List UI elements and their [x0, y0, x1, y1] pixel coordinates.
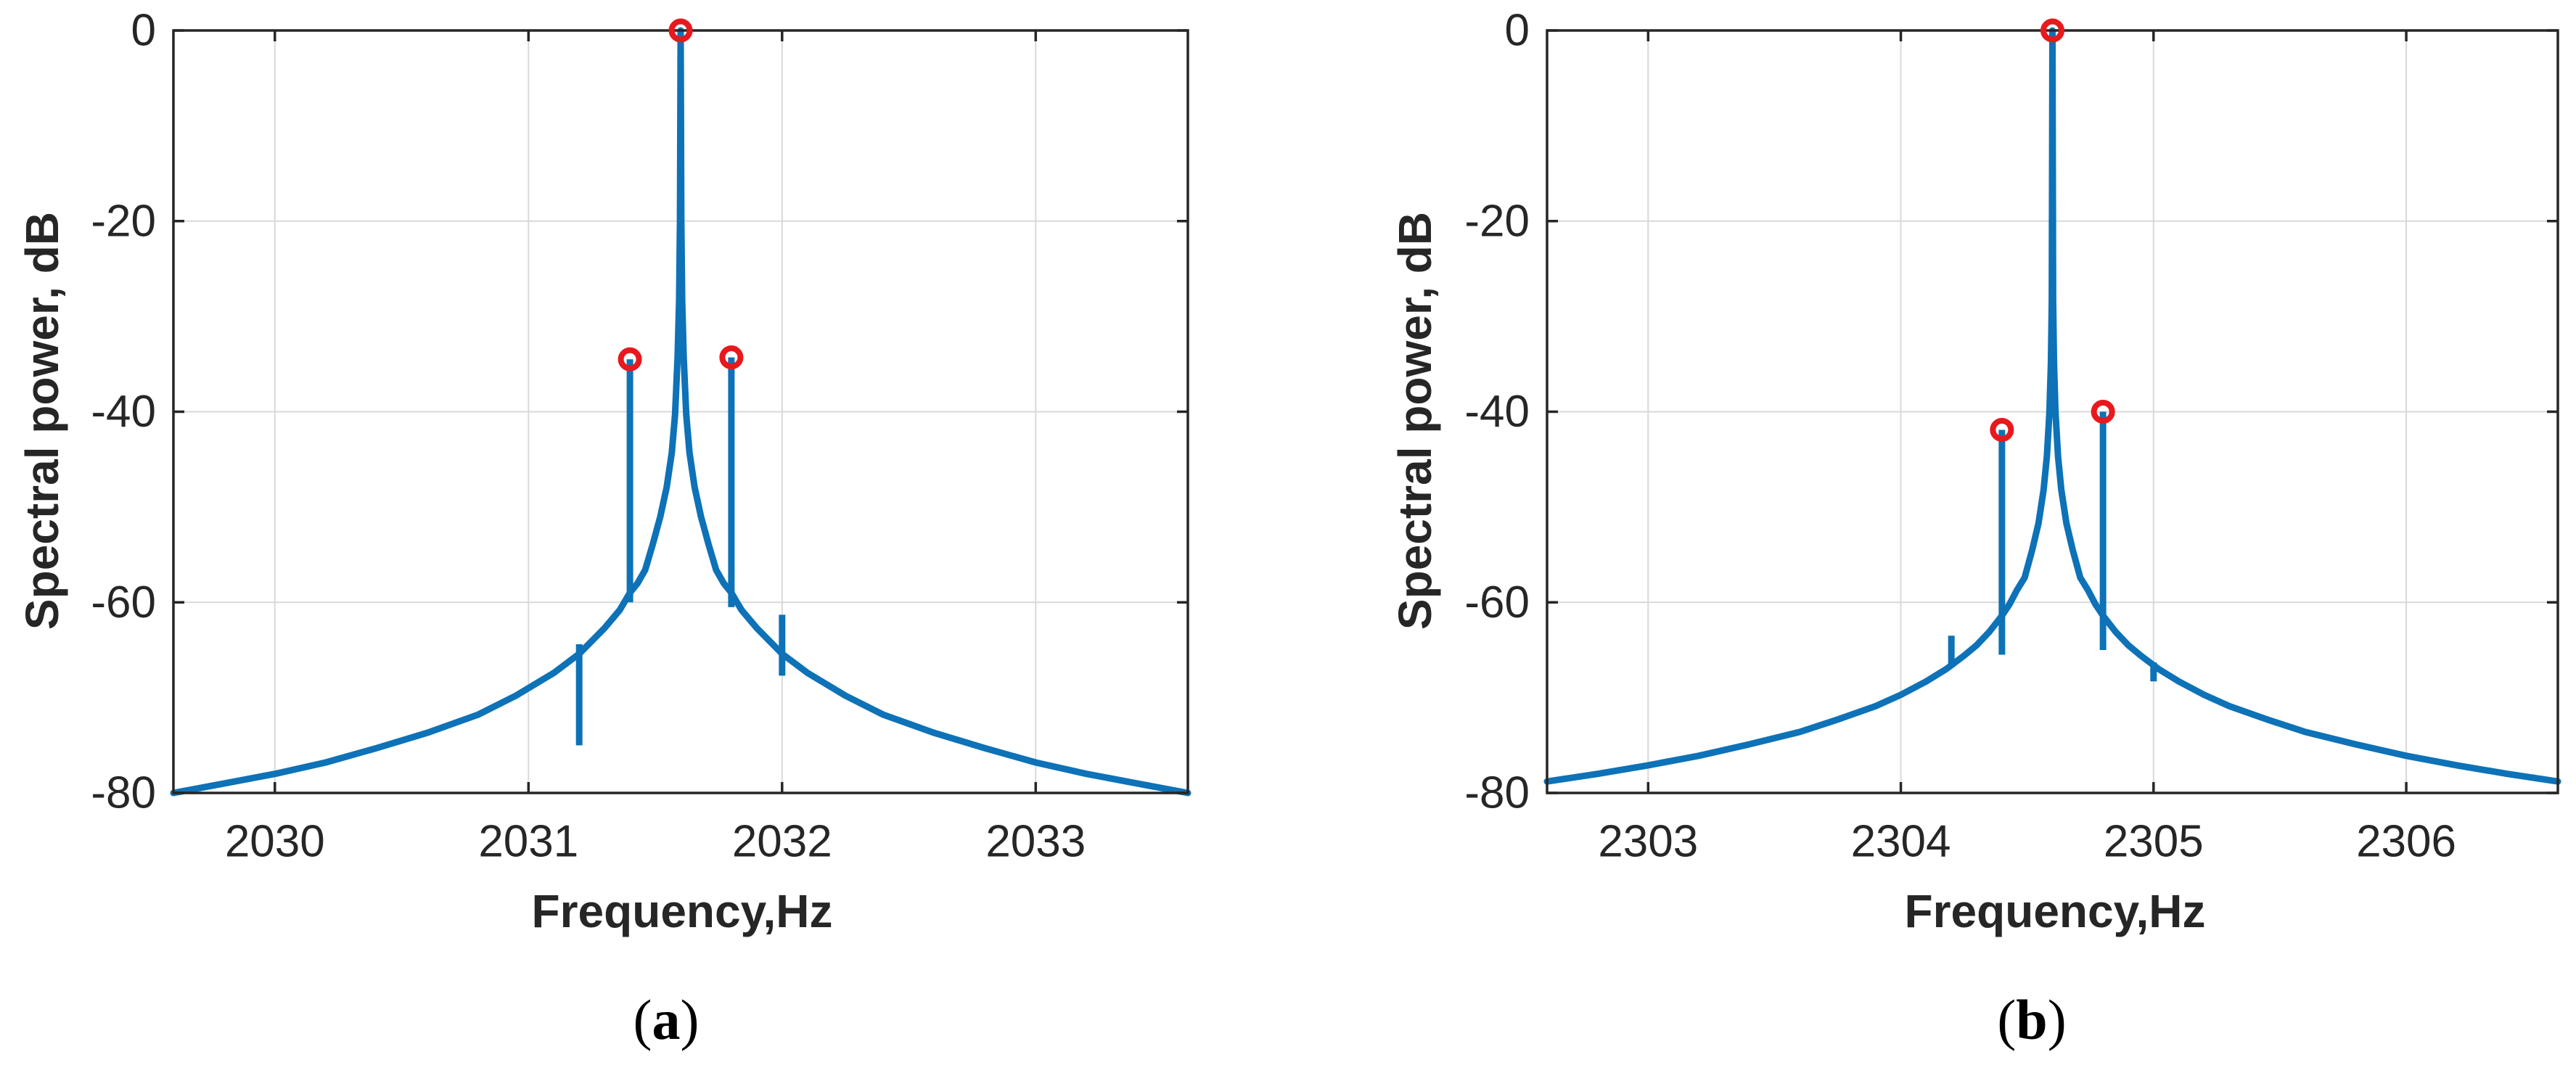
caption-b-open: ( [1997, 988, 2017, 1051]
tick-marks-b [1547, 29, 2558, 794]
y-tick-label-a: -80 [91, 768, 156, 818]
x-axis-label-a: Frequency,Hz [531, 885, 833, 937]
x-tick-label-b: 2303 [1598, 817, 1698, 867]
x-tick-label-b: 2306 [2356, 817, 2456, 867]
x-tick-label-a: 2030 [225, 817, 325, 867]
peak-marker-a-2 [618, 347, 642, 371]
caption-a-open: ( [633, 988, 652, 1051]
y-axis-label-a: Spectral power, dB [16, 211, 68, 630]
caption-b: (b) [1997, 987, 2066, 1053]
y-axis-label-b: Spectral power, dB [1389, 211, 1441, 630]
y-tick-label-a: -40 [91, 387, 156, 437]
x-axis-label-b: Frequency,Hz [1904, 885, 2206, 937]
y-tick-label-a: -20 [91, 196, 156, 246]
x-tick-label-a: 2033 [985, 817, 1086, 867]
caption-a-close: ) [680, 988, 700, 1051]
x-tick-label-b: 2305 [2104, 817, 2204, 867]
caption-a-letter: a [652, 988, 681, 1051]
y-tick-label-b: -80 [1464, 768, 1530, 818]
panel-a-plot: 2030 2031 2032 2033 0 -20 -40 -60 -80 [91, 6, 1191, 867]
caption-b-close: ) [2047, 988, 2067, 1051]
y-tick-label-a: 0 [131, 6, 156, 56]
peak-marker-b-2 [1990, 417, 2014, 442]
peak-marker-b-1 [2040, 18, 2064, 43]
peak-marker-a-1 [668, 18, 693, 43]
panel-b-plot: 2303 2304 2305 2306 0 -20 -40 -60 -80 [1464, 6, 2561, 867]
x-tick-label-a: 2031 [478, 817, 578, 867]
caption-b-letter: b [2016, 988, 2048, 1051]
x-tick-label-b: 2304 [1851, 817, 1951, 867]
y-tick-label-b: -60 [1464, 577, 1530, 628]
caption-a: (a) [633, 987, 700, 1053]
peak-marker-b-3 [2091, 400, 2115, 424]
y-tick-label-b: 0 [1505, 6, 1530, 56]
tick-marks-a [173, 29, 1188, 794]
y-tick-label-b: -20 [1464, 196, 1530, 246]
y-tick-label-a: -60 [91, 577, 156, 628]
peak-marker-a-3 [719, 345, 744, 370]
panel-b-grid [1547, 30, 2558, 793]
y-tick-label-b: -40 [1464, 387, 1530, 437]
x-tick-label-a: 2032 [732, 817, 832, 867]
